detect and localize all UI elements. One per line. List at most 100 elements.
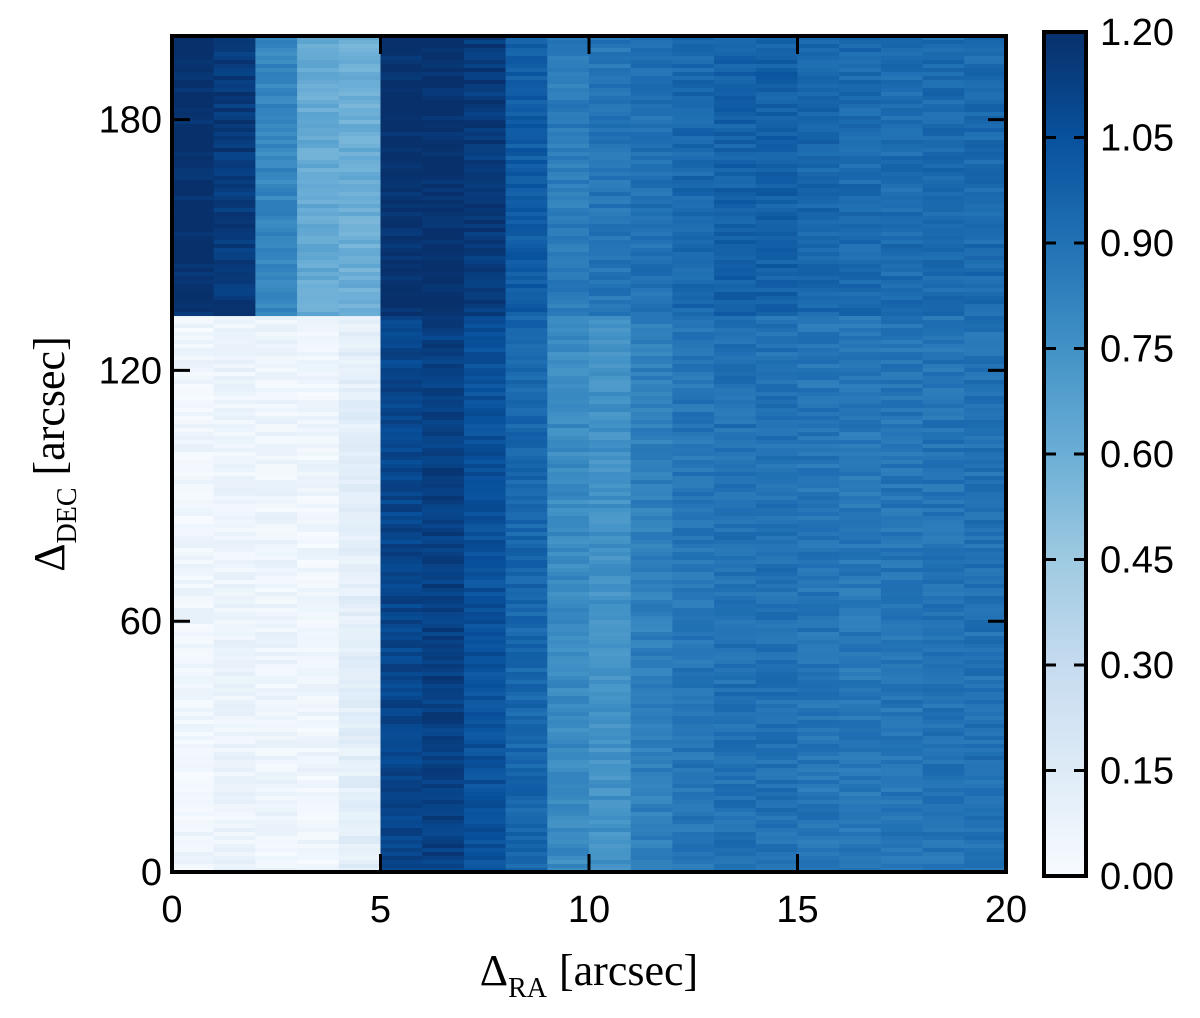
heatmap-cell — [964, 684, 1007, 689]
heatmap-cell — [630, 604, 673, 609]
heatmap-cell — [672, 420, 715, 425]
heatmap-cell — [922, 772, 965, 777]
heatmap-cell — [547, 800, 590, 805]
heatmap-cell — [755, 724, 799, 729]
heatmap-cell — [672, 232, 715, 237]
heatmap-cell — [172, 160, 215, 165]
heatmap-cell — [630, 140, 673, 145]
heatmap-cell — [964, 272, 1007, 277]
heatmap-cell — [672, 496, 715, 501]
heatmap-cell — [255, 800, 298, 805]
heatmap-cell — [880, 312, 924, 317]
heatmap-cell — [463, 460, 507, 465]
heatmap-cell — [213, 492, 256, 497]
heatmap-cell — [297, 216, 340, 221]
heatmap-cell — [422, 304, 465, 309]
heatmap-cell — [630, 380, 673, 385]
heatmap-cell — [422, 444, 465, 449]
heatmap-cell — [380, 536, 423, 541]
heatmap-cell — [213, 556, 256, 561]
heatmap-cell — [672, 380, 715, 385]
y-axis-title: ΔDEC[arcsec] — [25, 336, 83, 572]
heatmap-cell — [880, 160, 924, 165]
heatmap-cell — [797, 388, 840, 393]
heatmap-cell — [755, 176, 799, 181]
heatmap-cell — [922, 316, 965, 321]
heatmap-cell — [505, 796, 548, 801]
heatmap-cell — [839, 644, 882, 649]
heatmap-cell — [630, 368, 673, 373]
heatmap-cell — [505, 200, 548, 205]
heatmap-cell — [589, 80, 632, 85]
heatmap-cell — [172, 820, 215, 825]
heatmap-cell — [922, 616, 965, 621]
heatmap-cell — [338, 536, 382, 541]
heatmap-cell — [255, 636, 298, 641]
heatmap-cell — [880, 416, 924, 421]
heatmap-cell — [505, 192, 548, 197]
heatmap-cell — [922, 848, 965, 853]
heatmap-cell — [964, 828, 1007, 833]
heatmap-cell — [422, 68, 465, 73]
heatmap-cell — [297, 388, 340, 393]
heatmap-cell — [505, 164, 548, 169]
heatmap-cell — [172, 476, 215, 481]
heatmap-cell — [964, 836, 1007, 841]
heatmap-cell — [380, 848, 423, 853]
heatmap-cell — [213, 640, 256, 645]
heatmap-cell — [964, 548, 1007, 553]
heatmap-cell — [297, 220, 340, 225]
heatmap-cell — [714, 528, 757, 533]
heatmap-cell — [422, 756, 465, 761]
heatmap-cell — [213, 104, 256, 109]
heatmap-cell — [338, 840, 382, 845]
heatmap-cell — [589, 600, 632, 605]
heatmap-cell — [964, 696, 1007, 701]
heatmap-cell — [755, 80, 799, 85]
heatmap-cell — [172, 296, 215, 301]
heatmap-cell — [755, 404, 799, 409]
heatmap-cell — [672, 196, 715, 201]
heatmap-cell — [547, 388, 590, 393]
heatmap-cell — [547, 852, 590, 857]
heatmap-cell — [797, 252, 840, 257]
heatmap-cell — [797, 720, 840, 725]
heatmap-cell — [672, 100, 715, 105]
heatmap-cell — [255, 348, 298, 353]
heatmap-cell — [505, 292, 548, 297]
heatmap-cell — [547, 140, 590, 145]
heatmap-cell — [172, 308, 215, 313]
heatmap-cell — [797, 556, 840, 561]
heatmap-cell — [255, 580, 298, 585]
heatmap-cell — [338, 260, 382, 265]
heatmap-cell — [630, 724, 673, 729]
heatmap-cell — [463, 736, 507, 741]
heatmap-cell — [880, 544, 924, 549]
heatmap-cell — [797, 812, 840, 817]
heatmap-cell — [338, 704, 382, 709]
heatmap-cell — [839, 724, 882, 729]
heatmap-cell — [922, 332, 965, 337]
heatmap-cell — [964, 320, 1007, 325]
heatmap-cell — [714, 364, 757, 369]
heatmap-cell — [630, 716, 673, 721]
heatmap-cell — [880, 680, 924, 685]
heatmap-cell — [297, 812, 340, 817]
heatmap-cell — [964, 124, 1007, 129]
heatmap-cell — [297, 592, 340, 597]
heatmap-cell — [922, 584, 965, 589]
heatmap-cell — [922, 416, 965, 421]
heatmap-cell — [672, 392, 715, 397]
heatmap-cell — [630, 268, 673, 273]
heatmap-cell — [880, 456, 924, 461]
heatmap-cell — [964, 704, 1007, 709]
heatmap-cell — [463, 212, 507, 217]
heatmap-cell — [338, 616, 382, 621]
heatmap-cell — [463, 672, 507, 677]
heatmap-cell — [755, 572, 799, 577]
heatmap-cell — [422, 360, 465, 365]
heatmap-cell — [422, 580, 465, 585]
heatmap-cell — [839, 708, 882, 713]
heatmap-cell — [880, 692, 924, 697]
heatmap-cell — [755, 40, 799, 45]
